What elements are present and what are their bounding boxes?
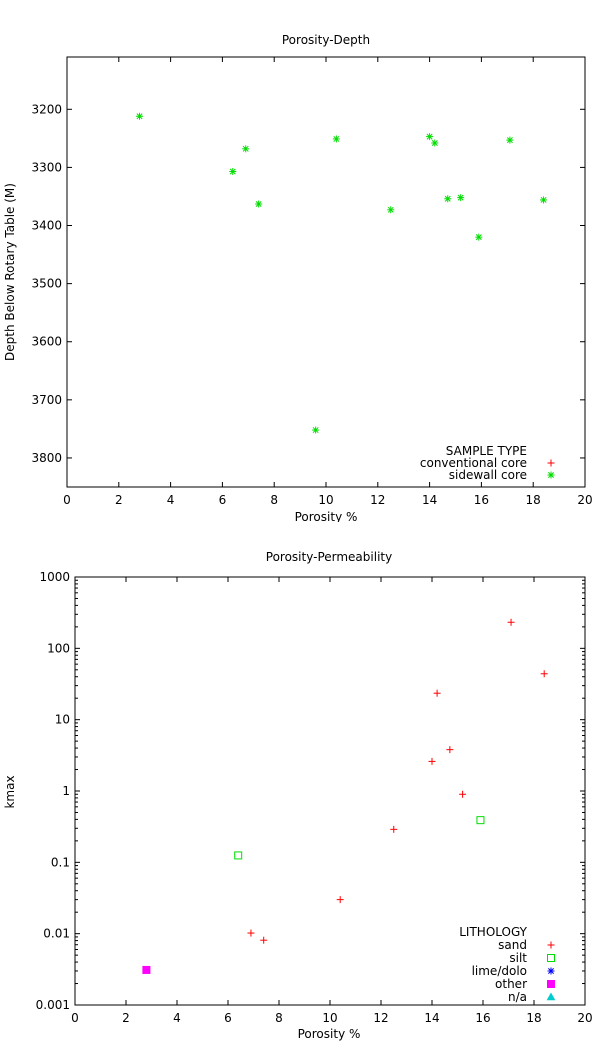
y-axis-label: kmax xyxy=(3,775,17,808)
x-tick-label: 8 xyxy=(275,1011,283,1025)
y-tick-label: 3600 xyxy=(31,335,62,349)
data-points xyxy=(142,618,548,974)
x-tick-label: 12 xyxy=(370,493,385,507)
legend-marker xyxy=(547,980,555,988)
legend-entry-label: n/a xyxy=(508,990,527,1004)
x-tick-label: 4 xyxy=(167,493,175,507)
legend-entry-label: silt xyxy=(509,951,527,965)
data-point-sidewall-core xyxy=(229,167,237,175)
data-point-sand xyxy=(507,618,515,626)
x-axis-ticks: 0 2 4 6 8 10 12 14 16 18 20 xyxy=(71,577,593,1025)
data-point-sidewall-core xyxy=(540,196,548,204)
y-tick-label: 0.01 xyxy=(43,927,70,941)
data-point-sidewall-core xyxy=(431,139,439,147)
data-point-silt xyxy=(476,816,485,825)
x-axis-label: Porosity % xyxy=(298,1027,361,1041)
x-tick-label: 18 xyxy=(526,1011,541,1025)
x-tick-label: 8 xyxy=(270,493,278,507)
y-tick-label: 3400 xyxy=(31,219,62,233)
y-axis-ticks: 0.001 0.01 0.1 1 10 100 1000 xyxy=(36,570,585,1012)
data-point-sand xyxy=(433,689,441,697)
legend-entry-label: sidewall core xyxy=(449,468,527,482)
data-point-sand xyxy=(446,746,454,754)
x-tick-label: 14 xyxy=(422,493,437,507)
data-point-sidewall-core xyxy=(475,233,483,241)
chart-title: Porosity-Depth xyxy=(282,33,370,47)
x-tick-label: 20 xyxy=(577,493,592,507)
x-tick-label: 12 xyxy=(373,1011,388,1025)
y-axis-label: Depth Below Rotary Table (M) xyxy=(3,183,17,361)
data-point-sand xyxy=(247,929,255,937)
data-point-sidewall-core xyxy=(444,195,452,203)
legend-title: LITHOLOGY xyxy=(459,925,527,939)
x-tick-label: 6 xyxy=(224,1011,232,1025)
y-tick-label: 1000 xyxy=(39,570,70,584)
x-tick-label: 2 xyxy=(122,1011,130,1025)
legend-marker xyxy=(547,459,555,467)
legend-marker xyxy=(547,941,555,949)
y-tick-label: 100 xyxy=(47,641,70,655)
data-point-other xyxy=(142,965,151,974)
data-point-sidewall-core xyxy=(387,206,395,214)
y-tick-label: 0.001 xyxy=(36,998,70,1012)
x-tick-label: 16 xyxy=(474,493,489,507)
x-tick-label: 18 xyxy=(526,493,541,507)
data-point-sidewall-core xyxy=(457,194,465,202)
data-point-sand xyxy=(459,790,467,798)
y-axis-ticks: 3200 3300 3400 3500 3600 3700 3800 xyxy=(31,102,585,465)
y-tick-label: 3200 xyxy=(31,102,62,116)
legend-marker xyxy=(546,992,556,1001)
x-tick-label: 0 xyxy=(71,1011,79,1025)
x-tick-label: 20 xyxy=(577,1011,592,1025)
x-tick-label: 10 xyxy=(318,493,333,507)
x-tick-label: 14 xyxy=(424,1011,439,1025)
data-point-sidewall-core xyxy=(506,136,514,144)
y-tick-label: 3300 xyxy=(31,160,62,174)
x-tick-label: 10 xyxy=(322,1011,337,1025)
y-tick-label: 3700 xyxy=(31,393,62,407)
data-point-sidewall-core xyxy=(255,200,263,208)
x-tick-label: 6 xyxy=(219,493,227,507)
data-point-sidewall-core xyxy=(312,426,320,434)
y-tick-label: 1 xyxy=(62,784,70,798)
data-point-sand xyxy=(428,757,436,765)
data-point-sand xyxy=(540,670,548,678)
y-tick-label: 3500 xyxy=(31,277,62,291)
data-point-sand xyxy=(336,896,344,904)
legend-marker xyxy=(547,954,555,962)
y-tick-label: 10 xyxy=(55,713,70,727)
data-point-silt xyxy=(234,851,243,860)
legend-marker xyxy=(547,967,555,975)
y-tick-label: 3800 xyxy=(31,451,62,465)
legend-entry-label: lime/dolo xyxy=(472,964,527,978)
data-point-sidewall-core xyxy=(136,112,144,120)
legend-entry-label: other xyxy=(495,977,527,991)
y-tick-label: 0.1 xyxy=(51,855,70,869)
chart-title: Porosity-Permeability xyxy=(266,550,392,564)
x-axis-ticks: 0 2 4 6 8 10 12 14 16 18 20 xyxy=(63,57,593,507)
legend-title: SAMPLE TYPE xyxy=(446,444,527,458)
legend-marker xyxy=(547,471,555,479)
plot-frame xyxy=(66,56,586,488)
x-tick-label: 16 xyxy=(475,1011,490,1025)
x-axis-label: Porosity % xyxy=(295,510,358,522)
data-point-sidewall-core xyxy=(426,133,434,141)
data-points xyxy=(136,112,548,434)
data-point-sand xyxy=(260,936,268,944)
porosity-depth-chart: Porosity-Depth 0 2 4 6 8 10 12 14 16 18 20 3200 330… xyxy=(3,33,593,522)
x-tick-label: 4 xyxy=(173,1011,181,1025)
legend-entry-label: conventional core xyxy=(420,456,527,470)
x-tick-label: 2 xyxy=(115,493,123,507)
data-point-sidewall-core xyxy=(242,145,250,153)
porosity-permeability-chart: Porosity-Permeability 0 2 4 6 8 10 12 14 16 18 20 … xyxy=(3,550,593,1041)
legend-entry-label: sand xyxy=(498,938,527,952)
x-tick-label: 0 xyxy=(63,493,71,507)
data-point-sidewall-core xyxy=(332,135,340,143)
data-point-sand xyxy=(390,825,398,833)
